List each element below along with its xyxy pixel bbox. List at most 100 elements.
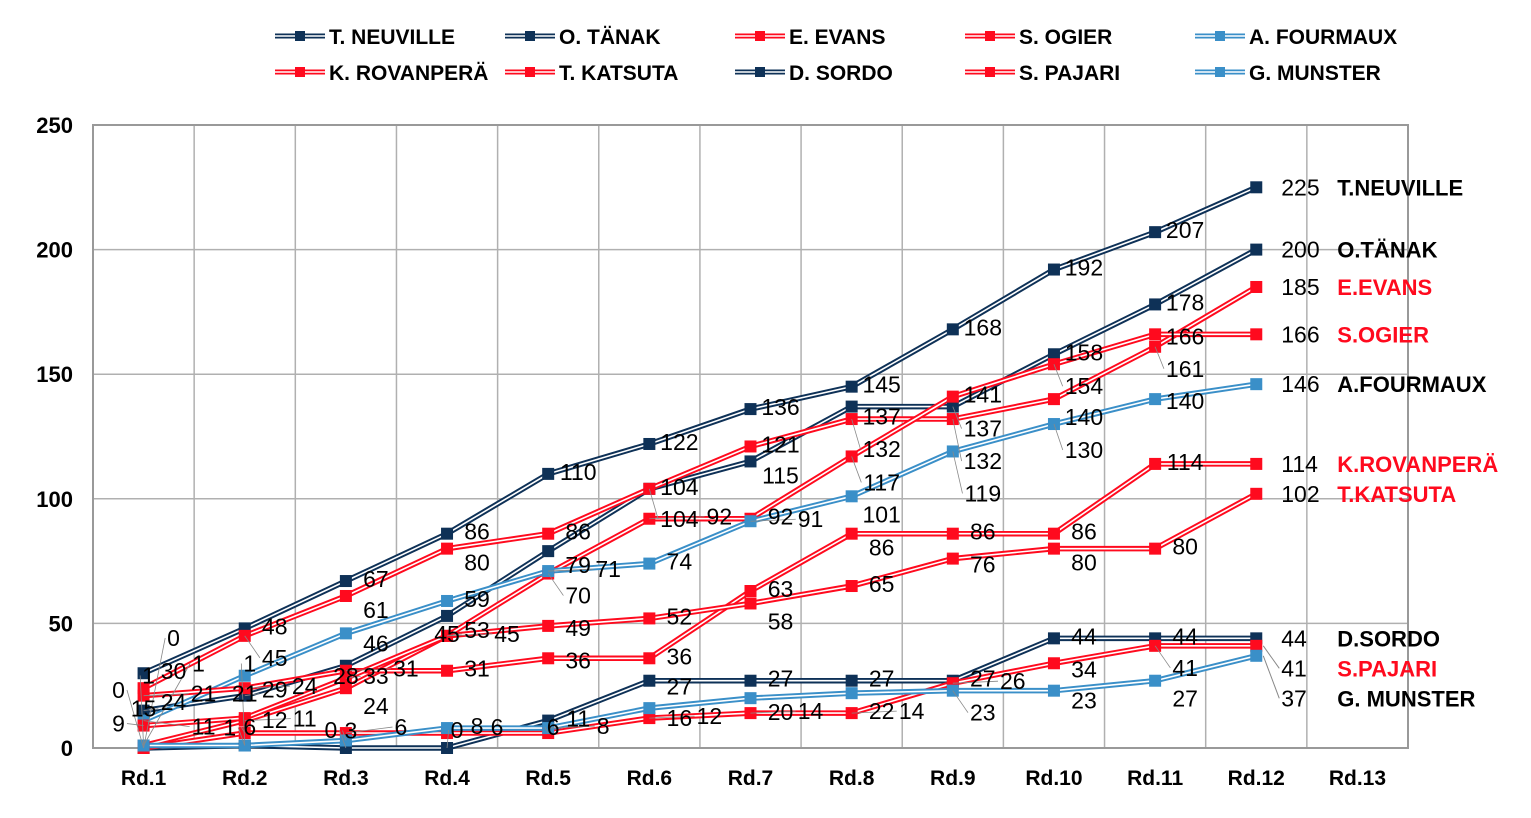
data-point <box>946 390 959 403</box>
data-label: 91 <box>798 506 824 532</box>
data-label: 11 <box>293 706 317 732</box>
data-point <box>643 612 656 625</box>
leader-line <box>548 725 595 729</box>
data-label: 117 <box>863 469 900 495</box>
data-label: 185 <box>1281 274 1319 300</box>
leader-line <box>1262 645 1280 669</box>
data-label: 36 <box>667 643 693 669</box>
leader-line <box>952 418 963 462</box>
leader-line <box>237 727 246 746</box>
legend-marker <box>755 67 765 77</box>
legend-marker <box>1215 67 1225 77</box>
data-label: 21 <box>232 681 258 707</box>
data-point <box>1149 457 1162 470</box>
series-end-label: G. MUNSTER <box>1337 686 1475 711</box>
data-label: 158 <box>1065 339 1103 365</box>
data-label: 59 <box>464 586 490 612</box>
series-end-label: S.OGIER <box>1337 322 1429 347</box>
series-line-inner <box>143 463 1257 697</box>
data-point <box>441 722 454 735</box>
leader-line <box>345 726 393 734</box>
data-point <box>845 674 858 687</box>
data-label: 16 <box>667 705 693 731</box>
series-end-label: T.NEUVILLE <box>1337 175 1463 200</box>
data-label: 86 <box>464 519 490 545</box>
data-label: 122 <box>660 429 698 455</box>
data-label: 33 <box>363 663 389 689</box>
data-point <box>643 674 656 687</box>
data-point <box>845 380 858 393</box>
data-point <box>946 323 959 336</box>
data-label: 37 <box>1281 685 1307 711</box>
data-point <box>441 527 454 540</box>
y-tick-label: 100 <box>36 487 73 512</box>
leader-line <box>851 456 862 483</box>
y-tick-label: 0 <box>61 736 73 761</box>
legend-label: O. TÄNAK <box>559 26 661 49</box>
leader-line <box>851 710 897 714</box>
data-label: 29 <box>262 677 288 703</box>
data-point <box>339 575 352 588</box>
leader-line <box>648 488 659 519</box>
leader-line <box>548 568 594 572</box>
leader-line <box>244 718 291 721</box>
data-label: 86 <box>1071 519 1097 545</box>
legend-label: A. FOURMAUX <box>1249 26 1397 49</box>
data-point <box>1250 280 1263 293</box>
data-label: 80 <box>1172 534 1198 560</box>
data-label: 6 <box>243 714 256 740</box>
data-label: 114 <box>1167 449 1204 475</box>
data-point <box>238 712 251 725</box>
legend-marker <box>525 31 535 41</box>
x-tick-label: Rd.9 <box>930 767 976 790</box>
data-point <box>1047 657 1060 670</box>
leader-line <box>1154 346 1165 369</box>
legend-label: G. MUNSTER <box>1249 62 1381 85</box>
data-point <box>946 552 959 565</box>
data-point <box>1149 674 1162 687</box>
series-end-label: T.KATSUTA <box>1337 482 1456 507</box>
data-label: 30 <box>161 658 187 684</box>
data-label: 44 <box>1071 623 1097 649</box>
leader-line <box>244 693 260 697</box>
x-tick-label: Rd.11 <box>1127 767 1183 790</box>
legend-label: S. PAJARI <box>1019 62 1120 85</box>
data-point <box>845 490 858 503</box>
data-label: 137 <box>862 404 900 430</box>
x-tick-label: Rd.3 <box>323 767 369 790</box>
data-label: 27 <box>1172 686 1198 712</box>
data-point <box>339 627 352 640</box>
x-tick-label: Rd.7 <box>728 767 774 790</box>
data-point <box>744 455 757 468</box>
data-label: 41 <box>1172 655 1198 681</box>
data-point <box>643 702 656 715</box>
data-label: 27 <box>970 666 996 692</box>
data-label: 104 <box>660 506 699 532</box>
data-label: 6 <box>547 714 560 740</box>
legend-label: T. NEUVILLE <box>329 26 455 49</box>
data-label: 6 <box>394 714 407 740</box>
data-point <box>845 580 858 593</box>
legend-marker <box>1215 31 1225 41</box>
data-label: 168 <box>964 314 1002 340</box>
data-point <box>643 557 656 570</box>
data-label: 20 <box>768 699 794 725</box>
leader-line <box>143 637 166 749</box>
data-point <box>744 692 757 705</box>
data-point <box>1250 639 1263 652</box>
leader-line <box>547 573 564 596</box>
data-label: 6 <box>491 714 504 740</box>
data-point <box>542 545 555 558</box>
leader-line <box>447 633 493 637</box>
data-label: 14 <box>798 698 824 724</box>
data-point <box>1250 243 1263 256</box>
data-label: 80 <box>464 550 490 576</box>
data-label: 27 <box>667 674 693 700</box>
leader-line <box>139 675 144 746</box>
data-label: 34 <box>1071 656 1097 682</box>
y-tick-label: 250 <box>36 113 73 138</box>
x-tick-label: Rd.13 <box>1329 767 1386 790</box>
data-label: 110 <box>560 459 597 485</box>
data-label: 24 <box>292 673 318 699</box>
data-point <box>1149 298 1162 311</box>
